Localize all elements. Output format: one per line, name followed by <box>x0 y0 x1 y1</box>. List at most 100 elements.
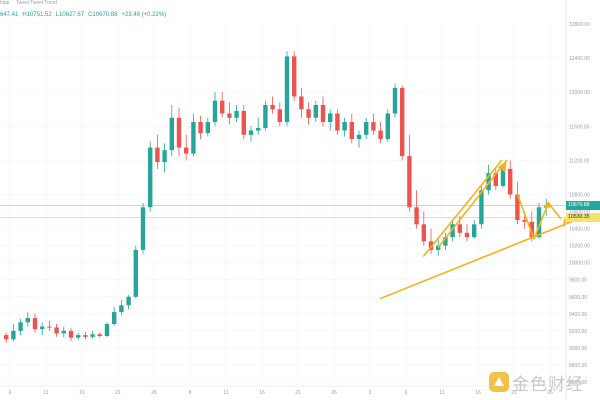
candle-down <box>176 117 182 148</box>
ohlc-close: C10670.88 <box>88 12 118 18</box>
candle-up <box>536 207 542 238</box>
candle-up <box>61 330 66 334</box>
candle-down <box>47 326 52 328</box>
candle-up <box>392 87 398 114</box>
time-tick-label: 26 <box>331 390 337 396</box>
candle-down <box>529 221 534 238</box>
candle-down <box>508 168 513 195</box>
time-tick-label: 16 <box>259 390 265 396</box>
rising-wedge-line <box>422 159 503 257</box>
price-tick-label: 9000.00 <box>569 346 587 352</box>
price-tick-label: 9600.00 <box>569 295 587 301</box>
candle-up <box>450 224 455 238</box>
candle-up <box>112 312 117 325</box>
time-tick-label: 21 <box>295 390 301 396</box>
price-tick-label: 11600.00 <box>569 124 590 130</box>
candle-down <box>220 100 225 114</box>
candle-down <box>457 224 462 233</box>
candle-up <box>328 113 333 123</box>
price-tick-label: 9200.00 <box>569 329 587 335</box>
ohlc-change: +23.48 (+0.22%) <box>121 12 167 18</box>
candle-down <box>83 335 88 337</box>
time-tick-label: 26 <box>547 390 553 396</box>
time-tick-label: 16 <box>79 390 85 396</box>
candle-up <box>40 326 45 330</box>
candle-down <box>349 122 354 140</box>
price-tick-label: 12000.00 <box>569 90 590 96</box>
time-tick-label: 11 <box>439 390 444 396</box>
candle-up <box>25 318 30 323</box>
candle-down <box>371 122 376 131</box>
ohlc-low: L10627.67 <box>55 12 85 18</box>
price-tick-label: 10200.00 <box>569 244 590 250</box>
trend-arrowhead <box>543 201 553 209</box>
candle-up <box>443 237 448 246</box>
price-tick-label: 9800.00 <box>569 278 587 284</box>
candle-up <box>472 224 477 238</box>
candle-down <box>400 87 405 157</box>
pattern-leg <box>533 202 550 240</box>
ohlc-prefix: 647.41 <box>0 12 19 18</box>
candle-down <box>277 109 282 123</box>
time-tick-label: 11 <box>223 390 228 396</box>
toolbar-item-4[interactable]: Trend <box>44 0 57 6</box>
time-tick-label: 21 <box>511 390 517 396</box>
candle-up <box>90 334 95 337</box>
price-tick-label: 8800.00 <box>569 363 587 369</box>
ohlc-high: H10751.52 <box>22 12 52 18</box>
watermark: 金色财经 <box>488 367 600 397</box>
candle-up <box>256 127 261 131</box>
candle-up <box>313 104 318 118</box>
candle-down <box>428 241 434 250</box>
candle-down <box>414 207 419 225</box>
candle-up <box>104 324 110 336</box>
candle-up <box>364 122 369 135</box>
price-tick-label: 10800.00 <box>569 192 590 198</box>
candle-up <box>486 173 491 191</box>
candle-up <box>205 122 210 134</box>
candle-down <box>241 110 246 135</box>
candle-down <box>227 113 232 118</box>
candle-down <box>493 173 498 186</box>
toolbar-item-2[interactable]: Tweet <box>16 0 30 6</box>
support-trendline <box>379 220 573 300</box>
time-tick-label: 8 <box>189 390 192 396</box>
price-tick-label: 10600.00 <box>569 210 590 216</box>
candle-up <box>248 130 254 135</box>
chart-toolbar: hlap Tweet Tweet Trend <box>0 0 566 12</box>
candle-down <box>155 147 160 163</box>
pattern-leg <box>516 193 535 240</box>
candle-up <box>263 104 268 128</box>
candle-down <box>306 109 311 118</box>
time-tick-label: 6 <box>405 390 408 396</box>
candle-up <box>11 330 16 340</box>
toolbar-item-1[interactable]: hlap <box>0 0 10 6</box>
candle-up <box>284 56 290 123</box>
candle-down <box>378 130 383 140</box>
time-tick-label: 11 <box>43 390 48 396</box>
candle-up <box>169 117 174 151</box>
candle-up <box>342 122 347 131</box>
price-tick-label: 8600.00 <box>569 380 587 386</box>
candle-down <box>198 122 203 134</box>
candle-up <box>234 110 239 118</box>
candle-down <box>464 232 470 238</box>
price-tick-label: 12400.00 <box>569 56 590 62</box>
candle-up <box>133 249 138 297</box>
candle-down <box>68 330 74 338</box>
candle-down <box>184 147 189 154</box>
candle-down <box>4 335 9 340</box>
time-tick-label: 26 <box>151 390 157 396</box>
time-tick-label: 6 <box>9 390 12 396</box>
price-tick-label: 9400.00 <box>569 312 587 318</box>
current-price-tag: 10670.88 <box>566 200 600 210</box>
time-tick-label: 16 <box>475 390 481 396</box>
candle-up <box>162 150 167 163</box>
toolbar-item-3[interactable]: Tweet <box>30 0 44 6</box>
trend-arrowhead <box>562 218 572 227</box>
candle-down <box>335 113 340 131</box>
candle-up <box>385 113 390 140</box>
price-tick-label: 11200.00 <box>569 158 590 164</box>
candle-down <box>270 104 275 110</box>
